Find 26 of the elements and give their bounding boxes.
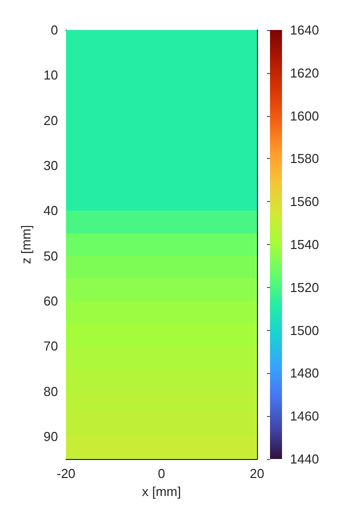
- x-tick-label: 0: [158, 466, 166, 481]
- y-tick-label: 80: [44, 384, 58, 399]
- y-tick-label: 60: [44, 293, 58, 308]
- color-bar-label: 1560: [290, 194, 319, 210]
- y-tick-label: 90: [44, 428, 58, 444]
- y-tick-label: 50: [44, 248, 58, 264]
- color-bar-label: 1520: [290, 280, 319, 295]
- color-bar-label: 1480: [290, 366, 319, 381]
- y-tick-label: 40: [44, 203, 58, 218]
- color-bar-label: 1460: [290, 408, 319, 424]
- color-bar-label: 1580: [290, 151, 319, 166]
- color-bar-label: 1620: [290, 65, 319, 80]
- y-tick-label: 20: [44, 112, 58, 128]
- x-tick-label: 20: [250, 466, 264, 481]
- color-bar-label: 1640: [290, 22, 319, 38]
- color-bar-label: 1500: [290, 322, 319, 338]
- color-bar-label: 1600: [290, 108, 319, 124]
- y-tick-label: 70: [44, 338, 58, 354]
- y-tick-label: 30: [44, 158, 58, 173]
- y-tick-label: 10: [44, 68, 58, 83]
- x-axis-title: x [mm]: [142, 484, 181, 499]
- color-bar-label: 1440: [290, 452, 319, 466]
- x-tick-label: -20: [56, 466, 76, 481]
- y-tick-label: 0: [50, 22, 58, 38]
- color-bar-label: 1540: [290, 237, 319, 252]
- y-axis-title: z [mm]: [18, 225, 34, 264]
